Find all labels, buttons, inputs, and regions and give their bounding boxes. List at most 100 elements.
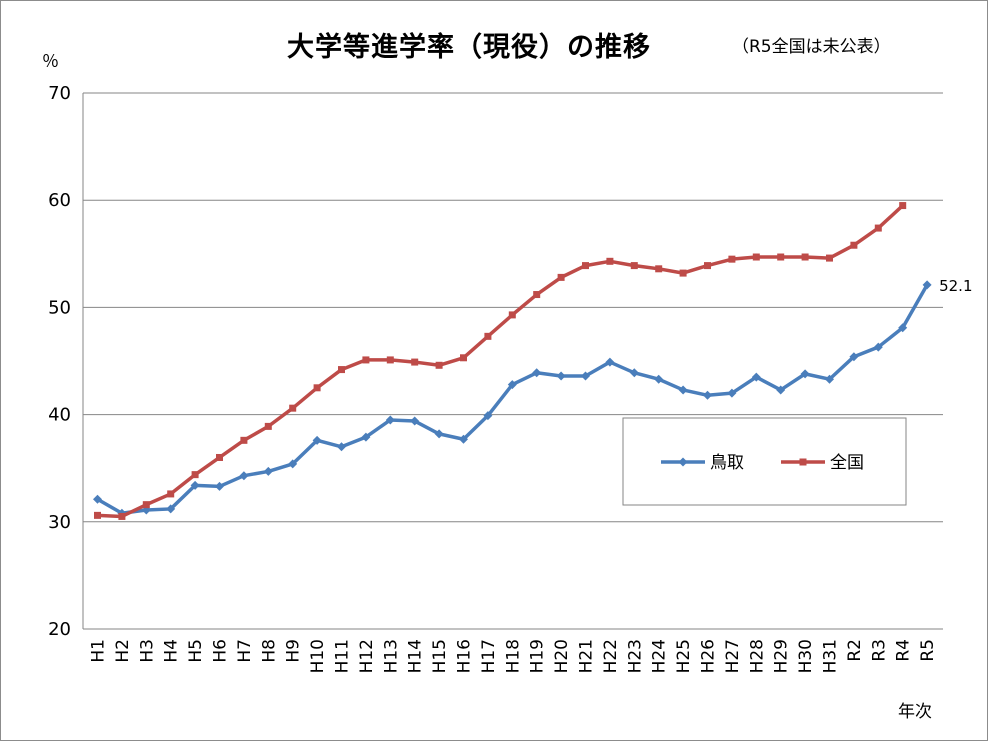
y-tick-label-70: 70 <box>48 83 71 104</box>
x-tick-label-H20: H20 <box>552 639 572 673</box>
x-tick-label-H31: H31 <box>821 639 841 673</box>
x-tick-label-H1: H1 <box>89 639 109 663</box>
x-tick-label-H13: H13 <box>381 639 401 673</box>
series-1-point-H31 <box>825 374 834 384</box>
series-1-point-R2 <box>849 352 859 362</box>
chart-title: 大学等進学率（現役）の推移 <box>287 32 651 63</box>
x-tick-label-H4: H4 <box>162 639 182 663</box>
series-1-point-H26 <box>703 390 712 400</box>
y-tick-label-60: 60 <box>48 190 71 211</box>
x-tick-label-H3: H3 <box>137 639 157 663</box>
series-1-point-H29 <box>776 385 786 395</box>
series-2-point-R3 <box>874 224 882 232</box>
y-tick-label-50: 50 <box>48 297 71 318</box>
series-1-point-H10 <box>312 435 322 445</box>
series-1-point-R5 <box>922 280 932 290</box>
x-tick-label-H22: H22 <box>601 639 621 673</box>
series-2-point-H11 <box>338 366 345 374</box>
series-1-point-H18 <box>507 380 517 390</box>
series-1-point-H1 <box>93 494 102 504</box>
series-2-point-H27 <box>728 255 736 263</box>
series-1-point-R4 <box>898 323 908 333</box>
series-1-point-H6 <box>215 481 224 491</box>
x-tick-label-H19: H19 <box>528 639 548 673</box>
series-2-point-H26 <box>704 262 711 270</box>
legend-marker-2 <box>799 458 807 466</box>
series-1-point-H28 <box>751 372 761 382</box>
legend-label-1: 鳥取 <box>710 453 744 473</box>
series-1-point-H15 <box>434 429 444 439</box>
x-axis-label: 年次 <box>898 702 932 722</box>
series-1-point-H22 <box>605 357 615 367</box>
series-2-point-H24 <box>655 265 663 273</box>
series-1-point-R3 <box>873 342 883 352</box>
legend-label-2: 全国 <box>830 453 864 473</box>
x-tick-label-H14: H14 <box>406 639 426 673</box>
x-tick-label-H21: H21 <box>577 639 597 673</box>
series-1-point-H11 <box>337 442 346 452</box>
series-2-point-H9 <box>289 404 297 412</box>
x-tick-label-H2: H2 <box>113 639 133 663</box>
series-1-point-H14 <box>410 416 420 426</box>
series-2-point-H19 <box>533 291 541 299</box>
y-tick-label-30: 30 <box>48 512 71 533</box>
series-1-point-H24 <box>654 374 664 384</box>
series-2-point-H18 <box>508 311 516 319</box>
x-tick-label-H23: H23 <box>625 639 645 673</box>
series-2-point-H31 <box>826 254 833 262</box>
legend-marker-1 <box>678 457 688 467</box>
x-tick-label-H15: H15 <box>430 639 450 673</box>
x-tick-label-H8: H8 <box>259 639 279 663</box>
series-2-point-H13 <box>386 356 394 364</box>
data-label-R5: 52.1 <box>939 277 972 295</box>
series-2-point-H23 <box>630 262 638 270</box>
series-1-point-H4 <box>166 504 176 514</box>
series-2-point-H14 <box>411 358 419 366</box>
series-2-point-H16 <box>460 354 467 362</box>
series-2-point-H28 <box>752 253 760 261</box>
x-tick-label-H27: H27 <box>723 639 743 673</box>
x-tick-label-H7: H7 <box>235 639 255 663</box>
series-1-point-H9 <box>288 459 298 469</box>
series-1-point-H25 <box>678 385 688 395</box>
series-2-point-H3 <box>142 501 150 509</box>
series-1-point-H27 <box>727 388 737 398</box>
series-2-point-H25 <box>679 269 687 277</box>
x-tick-label-H6: H6 <box>211 639 231 663</box>
series-2-point-R2 <box>850 241 858 249</box>
x-tick-label-H24: H24 <box>650 639 670 673</box>
x-tick-label-H5: H5 <box>186 639 206 663</box>
series-2-point-R4 <box>899 202 907 210</box>
x-tick-label-R2: R2 <box>845 639 865 662</box>
series-2-point-H12 <box>362 356 370 364</box>
series-1-point-H20 <box>556 371 566 381</box>
series-1-point-H21 <box>581 371 590 381</box>
series-2-point-H21 <box>582 262 589 270</box>
series-2-point-H1 <box>94 511 101 519</box>
series-2-point-H20 <box>557 273 565 281</box>
series-2-point-H2 <box>118 512 126 520</box>
series-1-point-H8 <box>263 466 273 476</box>
series-1-point-H30 <box>800 369 810 379</box>
x-tick-label-H10: H10 <box>308 639 328 673</box>
x-tick-label-H29: H29 <box>772 639 792 673</box>
x-tick-label-H18: H18 <box>503 639 523 673</box>
x-tick-label-H28: H28 <box>747 639 767 673</box>
series-1-point-H12 <box>361 432 371 442</box>
x-tick-label-H16: H16 <box>455 639 475 673</box>
chart-note: （R5全国は未公表） <box>732 37 891 57</box>
x-tick-label-R4: R4 <box>894 639 914 662</box>
series-1-point-H17 <box>483 411 493 421</box>
series-2-point-H4 <box>167 490 175 498</box>
series-2-point-H15 <box>435 361 443 369</box>
series-1-point-H5 <box>190 480 200 490</box>
series-2-point-H10 <box>313 384 321 392</box>
x-tick-label-H25: H25 <box>674 639 694 673</box>
x-tick-label-H30: H30 <box>796 639 816 673</box>
series-1-point-H16 <box>459 434 468 444</box>
series-2-point-H5 <box>191 471 199 479</box>
series-2-point-H29 <box>777 253 785 261</box>
series-1-point-H13 <box>385 415 395 425</box>
